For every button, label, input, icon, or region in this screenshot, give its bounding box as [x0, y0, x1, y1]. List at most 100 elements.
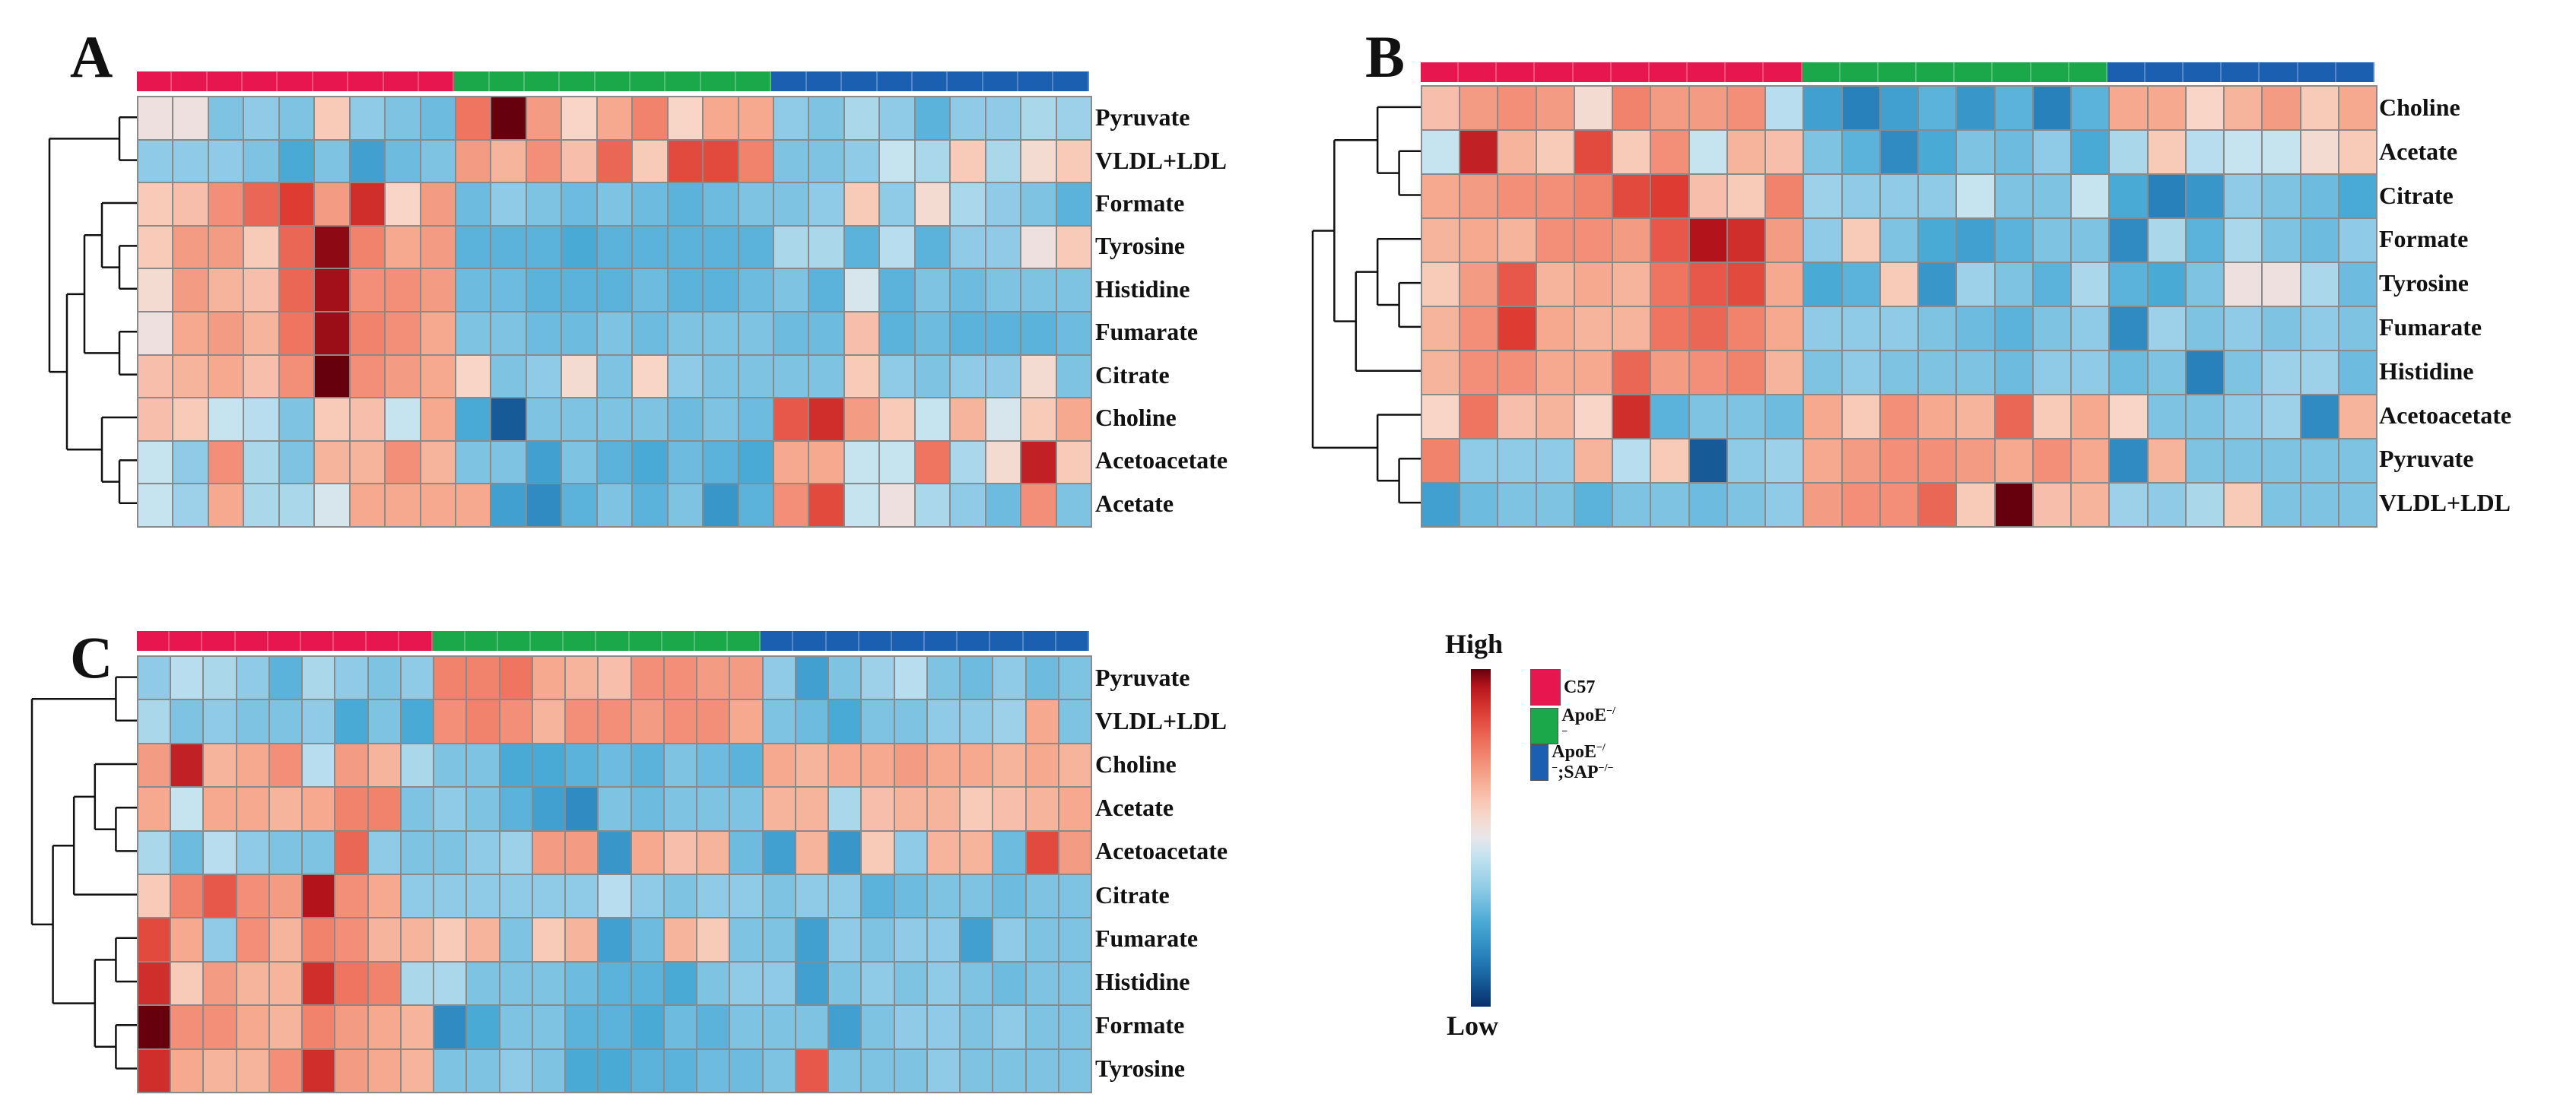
heatmap-cell	[697, 744, 729, 787]
heatmap-cell	[500, 788, 532, 830]
heatmap-cell	[204, 962, 236, 1005]
heatmap-cell	[633, 441, 667, 484]
heatmap-cell	[668, 226, 703, 268]
heatmap-cell	[2072, 351, 2109, 394]
heatmap-cell	[1766, 131, 1803, 173]
heatmap-cell	[961, 1006, 993, 1048]
heatmap-cell	[2186, 351, 2224, 394]
heatmap-cell	[269, 962, 302, 1005]
heatmap-cell	[1919, 395, 1956, 438]
heatmap-cell	[491, 355, 526, 398]
heatmap-cell	[532, 918, 565, 961]
heatmap-cell	[597, 312, 632, 354]
heatmap-cell	[927, 1049, 960, 1092]
heatmap-cell	[763, 657, 795, 699]
heatmap-cell	[421, 398, 455, 440]
heatmap-cell	[704, 269, 738, 311]
heatmap-cell	[401, 788, 434, 830]
heatmap-cell	[633, 226, 667, 268]
heatmap-cell	[562, 183, 596, 225]
group-bar-segment	[399, 631, 433, 651]
heatmap-cell	[829, 657, 861, 699]
heatmap-cell	[562, 312, 596, 354]
group-bar-segment	[859, 631, 892, 651]
heatmap-cell	[500, 744, 532, 787]
heatmap-cell	[421, 140, 455, 182]
row-label: VLDL+LDL	[2379, 489, 2511, 517]
heatmap-cell	[434, 744, 466, 787]
heatmap-cell	[138, 355, 173, 398]
heatmap-cell	[1804, 175, 1841, 217]
row-label: Formate	[1095, 1011, 1185, 1039]
heatmap-cell	[664, 700, 697, 743]
heatmap-cell	[1422, 351, 1460, 394]
heatmap-cell	[961, 1049, 993, 1092]
heatmap-cell	[386, 183, 420, 225]
heatmap-cell	[2148, 175, 2185, 217]
group-bar-segment	[1993, 62, 2031, 82]
heatmap-cell	[2225, 484, 2262, 526]
heatmap-cell	[796, 657, 828, 699]
heatmap-cell	[421, 484, 455, 526]
heatmap-cell	[2110, 395, 2147, 438]
heatmap-cell	[2110, 351, 2147, 394]
heatmap-cell	[880, 484, 914, 526]
heatmap-cell	[279, 183, 314, 225]
heatmap-cell	[491, 441, 526, 484]
group-bar-segment	[1535, 62, 1574, 82]
heatmap-cell	[491, 140, 526, 182]
heatmap-cell	[532, 831, 565, 874]
heatmap-cell	[664, 831, 697, 874]
heatmap-cell	[1842, 439, 1879, 482]
heatmap-cell	[1919, 219, 1956, 262]
heatmap-cell	[1498, 131, 1536, 173]
heatmap-cell	[335, 1006, 367, 1048]
heatmap-cell	[862, 962, 894, 1005]
heatmap-cell	[368, 875, 400, 918]
heatmap-cell	[1536, 87, 1574, 129]
heatmap-cell	[697, 962, 729, 1005]
heatmap-cell	[599, 788, 631, 830]
heatmap-cell	[697, 788, 729, 830]
heatmap-cell	[631, 700, 663, 743]
heatmap-cell	[2110, 484, 2147, 526]
heatmap-cell	[204, 657, 236, 699]
heatmap-cell	[1689, 484, 1726, 526]
heatmap-cell	[829, 788, 861, 830]
group-bar-segment	[348, 71, 384, 91]
group-bar-segment	[1611, 62, 1650, 82]
heatmap-cell	[2110, 87, 2147, 129]
heatmap-cell	[1880, 219, 1918, 262]
group-bar-segment	[2298, 62, 2336, 82]
heatmap-cell	[500, 657, 532, 699]
heatmap-cell	[599, 700, 631, 743]
heatmap-cell	[1026, 831, 1058, 874]
heatmap-cell	[927, 918, 960, 961]
heatmap-cell	[697, 700, 729, 743]
heatmap-cell	[386, 355, 420, 398]
row-label: Histidine	[2379, 357, 2474, 385]
heatmap-cell	[2263, 131, 2300, 173]
heatmap-cell	[738, 140, 773, 182]
heatmap-cell	[434, 700, 466, 743]
heatmap-cell	[269, 657, 302, 699]
heatmap-cell	[844, 183, 879, 225]
group-bar-segment	[202, 631, 236, 651]
heatmap-cell	[1842, 307, 1879, 350]
group-bar-segment	[990, 631, 1024, 651]
row-label: Fumarate	[1095, 318, 1199, 346]
heatmap-cell	[2263, 439, 2300, 482]
heatmap-cell	[894, 962, 926, 1005]
heatmap-cell	[730, 918, 762, 961]
row-label: Acetate	[2379, 137, 2458, 165]
heatmap-cell	[862, 744, 894, 787]
heatmap-cell	[829, 831, 861, 874]
heatmap-cell	[500, 700, 532, 743]
heatmap-cell	[2225, 87, 2262, 129]
heatmap-cell	[401, 918, 434, 961]
heatmap-cell	[993, 1006, 1025, 1048]
heatmap-cell	[138, 269, 173, 311]
heatmap-cell	[844, 441, 879, 484]
row-label: Histidine	[1095, 968, 1190, 995]
heatmap-cell	[456, 312, 491, 354]
